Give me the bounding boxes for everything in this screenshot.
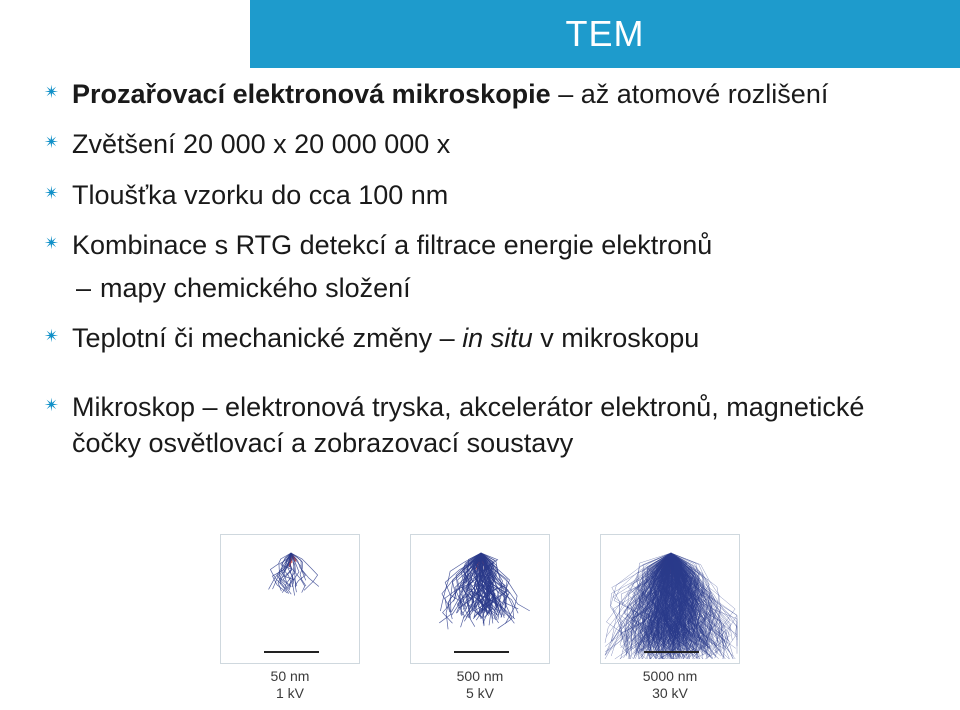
scale-label: 500 nm [457,668,504,685]
figure-panel: 5000 nm30 kV [600,534,740,702]
bullet-spacer [44,371,916,389]
bullet-text: Teplotní či mechanické změny – [72,323,462,353]
slide-title: TEM [566,13,645,55]
sub-item: mapy chemického složení [72,270,916,306]
figure-labels: 500 nm5 kV [457,668,504,702]
bullet-text: in situ [462,323,533,353]
scale-bar [454,651,509,653]
bullet-item: Teplotní či mechanické změny – in situ v… [44,320,916,356]
figure-panel: 500 nm5 kV [410,534,550,702]
bullet-list: Prozařovací elektronová mikroskopie – až… [44,76,916,462]
bullet-text: Tloušťka vzorku do cca 100 nm [72,180,448,210]
sub-list: mapy chemického složení [72,270,916,306]
bullet-item: Prozařovací elektronová mikroskopie – až… [44,76,916,112]
bullet-item: Tloušťka vzorku do cca 100 nm [44,177,916,213]
scale-bar [644,651,699,653]
figure-box [410,534,550,664]
figure-box [220,534,360,664]
bullet-text: Zvětšení 20 000 x 20 000 000 x [72,129,450,159]
energy-label: 1 kV [271,685,310,702]
bullet-text: v mikroskopu [533,323,700,353]
scale-label: 5000 nm [643,668,697,685]
bullet-text: – až atomové rozlišení [551,79,829,109]
bullet-item: Mikroskop – elektronová tryska, akcelerá… [44,389,916,462]
bullet-text: Mikroskop – elektronová tryska, akcelerá… [72,392,864,458]
scale-label: 50 nm [271,668,310,685]
energy-label: 30 kV [643,685,697,702]
electron-shower [601,535,740,664]
figures-row: 50 nm1 kV 500 nm5 kV 5000 nm30 kV [0,534,960,702]
figure-labels: 5000 nm30 kV [643,668,697,702]
bullet-item: Kombinace s RTG detekcí a filtrace energ… [44,227,916,306]
figure-box [600,534,740,664]
figure-panel: 50 nm1 kV [220,534,360,702]
bullet-text: Prozařovací elektronová mikroskopie [72,79,551,109]
electron-shower [221,535,360,664]
bullet-text: Kombinace s RTG detekcí a filtrace energ… [72,230,712,260]
content-area: Prozařovací elektronová mikroskopie – až… [44,76,916,476]
bullet-item: Zvětšení 20 000 x 20 000 000 x [44,126,916,162]
energy-label: 5 kV [457,685,504,702]
figure-labels: 50 nm1 kV [271,668,310,702]
scale-bar [264,651,319,653]
title-bar: TEM [250,0,960,68]
electron-shower [411,535,550,664]
